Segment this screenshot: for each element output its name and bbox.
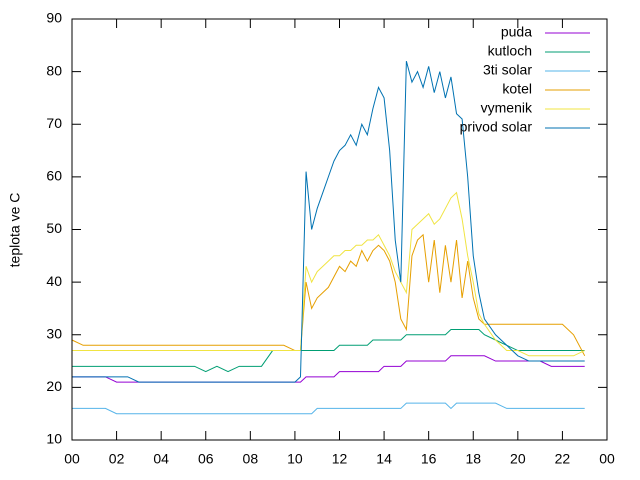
x-tick-label: 12 — [332, 451, 348, 467]
legend-label: 3ti solar — [483, 62, 532, 78]
plot-frame — [71, 18, 608, 441]
legend-label: vymenik — [481, 100, 533, 116]
x-tick-label: 14 — [376, 451, 392, 467]
x-tick-label: 02 — [109, 451, 125, 467]
x-tick-label: 18 — [465, 451, 481, 467]
legend-label: privod solar — [460, 119, 533, 135]
legend-label: puda — [501, 24, 532, 40]
y-tick-label: 50 — [46, 220, 62, 236]
x-tick-label: 04 — [153, 451, 169, 467]
x-tick-label: 00 — [599, 451, 615, 467]
y-tick-label: 30 — [46, 325, 62, 341]
y-tick-label: 20 — [46, 378, 62, 394]
y-tick-label: 90 — [46, 10, 62, 26]
x-tick-label: 22 — [555, 451, 571, 467]
series-line — [72, 402, 585, 415]
y-axis-label: teplota ve C — [7, 193, 23, 268]
y-tick-label: 80 — [46, 62, 62, 78]
y-tick-label: 10 — [46, 431, 62, 447]
x-tick-label: 08 — [243, 451, 259, 467]
x-tick-label: 10 — [287, 451, 303, 467]
series-line — [71, 233, 586, 357]
x-tick-label: 06 — [198, 451, 214, 467]
y-tick-label: 60 — [46, 168, 62, 184]
series-line — [72, 328, 585, 373]
series-line — [72, 60, 585, 383]
series-line — [72, 191, 585, 357]
x-tick-label: 16 — [421, 451, 437, 467]
y-tick-label: 70 — [46, 115, 62, 131]
x-tick-label: 20 — [510, 451, 526, 467]
legend-label: kotel — [502, 81, 532, 97]
x-tick-label: 00 — [64, 451, 80, 467]
y-tick-label: 40 — [46, 273, 62, 289]
legend-label: kutloch — [488, 43, 532, 59]
